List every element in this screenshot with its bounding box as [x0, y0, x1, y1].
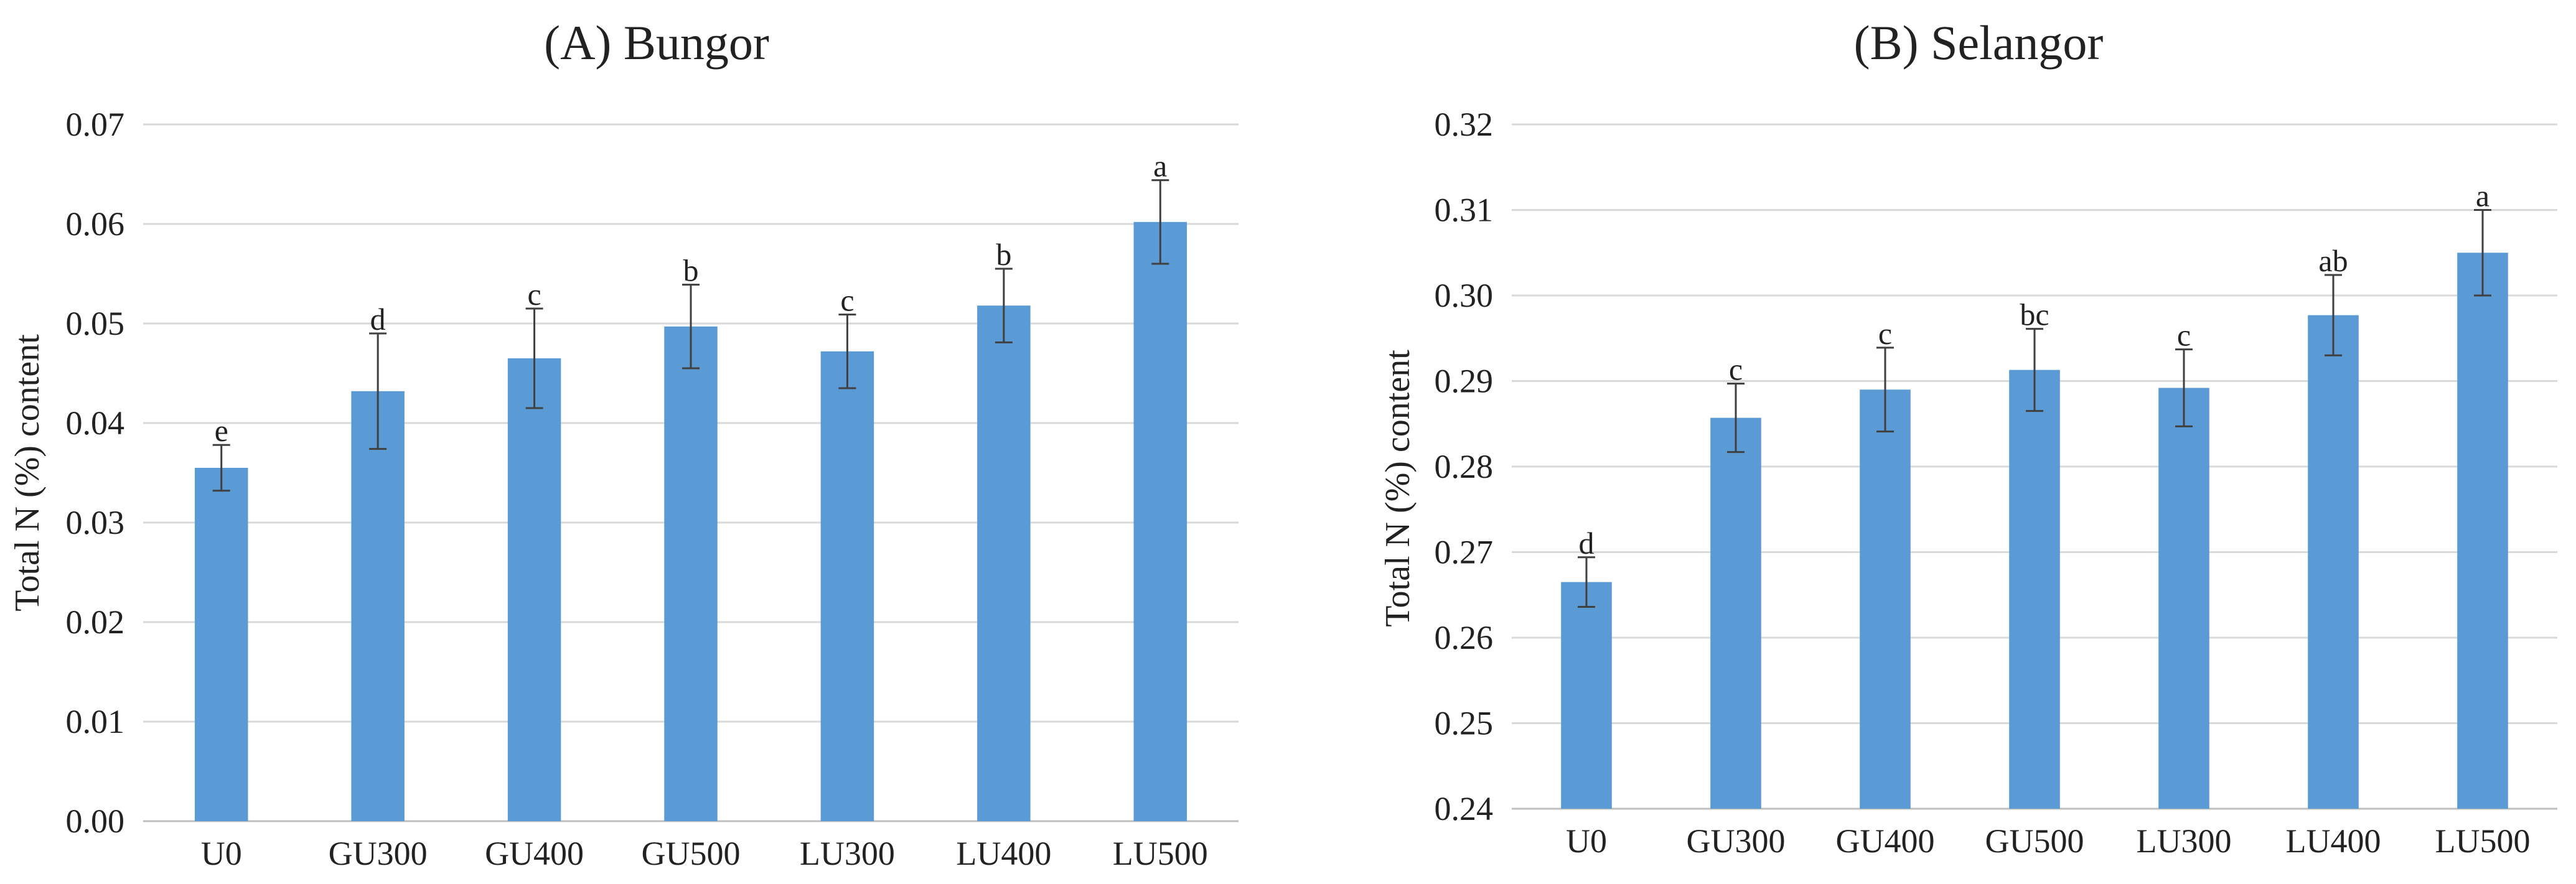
- y-axis-label: Total N (%) content: [1379, 350, 1417, 627]
- significance-label: c: [1729, 352, 1743, 387]
- x-tick-label: GU400: [485, 835, 584, 872]
- y-tick-label: 0.01: [66, 703, 125, 740]
- bar: [351, 391, 405, 821]
- significance-label: e: [215, 413, 228, 448]
- y-tick-label: 0.00: [66, 803, 125, 840]
- x-tick-label: U0: [1566, 822, 1607, 860]
- bar: [2457, 253, 2508, 809]
- bar: [1860, 389, 1911, 809]
- bar: [664, 326, 718, 821]
- x-tick-label: LU500: [1113, 835, 1208, 872]
- y-tick-label: 0.29: [1435, 363, 1494, 400]
- significance-label: c: [840, 283, 854, 318]
- chart-bungor: (A) Bungor Total N (%) content 0.00 0.01 0…: [0, 0, 1270, 884]
- x-tick-label: LU400: [2286, 822, 2381, 860]
- chart-title: (B) Selangor: [1854, 16, 2104, 70]
- significance-label: d: [370, 302, 386, 337]
- significance-label: d: [1579, 526, 1595, 561]
- bar: [1710, 417, 1761, 809]
- y-tick-label: 0.25: [1435, 705, 1494, 742]
- significance-label: c: [1878, 316, 1892, 351]
- x-tick-label: U0: [201, 835, 242, 872]
- bar: [1133, 221, 1187, 821]
- y-tick-label: 0.27: [1435, 534, 1494, 571]
- y-tick-label: 0.04: [66, 404, 125, 442]
- y-tick-label: 0.26: [1435, 619, 1494, 656]
- x-tick-label: LU300: [800, 835, 895, 872]
- y-tick-label: 0.06: [66, 205, 125, 243]
- y-tick-label: 0.24: [1435, 790, 1494, 827]
- x-tick-label: LU500: [2435, 822, 2531, 860]
- bar: [2158, 388, 2209, 809]
- x-tick-label: GU300: [329, 835, 428, 872]
- significance-label: b: [996, 237, 1011, 272]
- significance-label: c: [2177, 318, 2191, 353]
- chart-selangor-svg: (B) Selangor Total N (%) content 0.24 0.2…: [1379, 16, 2557, 860]
- x-tick-label: LU400: [956, 835, 1051, 872]
- x-tick-label: GU300: [1687, 822, 1786, 860]
- x-tick-label: GU500: [642, 835, 741, 872]
- significance-label: b: [683, 253, 699, 288]
- significance-label: a: [1153, 149, 1167, 184]
- bar: [977, 305, 1031, 821]
- significance-label: bc: [2020, 297, 2049, 332]
- bar: [1561, 582, 1612, 809]
- significance-label: c: [527, 277, 541, 312]
- chart-selangor: (B) Selangor Total N (%) content 0.24 0.2…: [1306, 0, 2576, 884]
- significance-label: a: [2476, 179, 2489, 213]
- bar: [2009, 370, 2060, 809]
- x-tick-label: GU400: [1836, 822, 1935, 860]
- chart-title: (A) Bungor: [544, 16, 769, 70]
- y-tick-label: 0.02: [66, 603, 125, 641]
- bar: [507, 358, 561, 821]
- x-tick-label: GU500: [1985, 822, 2084, 860]
- y-axis-label: Total N (%) content: [8, 334, 47, 612]
- y-tick-label: 0.28: [1435, 448, 1494, 485]
- y-tick-label: 0.07: [66, 106, 125, 143]
- y-tick-label: 0.03: [66, 504, 125, 541]
- y-tick-label: 0.31: [1435, 192, 1494, 229]
- y-tick-label: 0.30: [1435, 277, 1494, 314]
- y-tick-label: 0.32: [1435, 106, 1494, 143]
- significance-label: ab: [2318, 243, 2348, 278]
- chart-bungor-svg: (A) Bungor Total N (%) content 0.00 0.01 0…: [8, 16, 1239, 872]
- x-tick-label: LU300: [2137, 822, 2232, 860]
- bar: [2308, 315, 2359, 809]
- y-tick-label: 0.05: [66, 305, 125, 342]
- bar: [820, 351, 874, 821]
- bar: [194, 468, 248, 821]
